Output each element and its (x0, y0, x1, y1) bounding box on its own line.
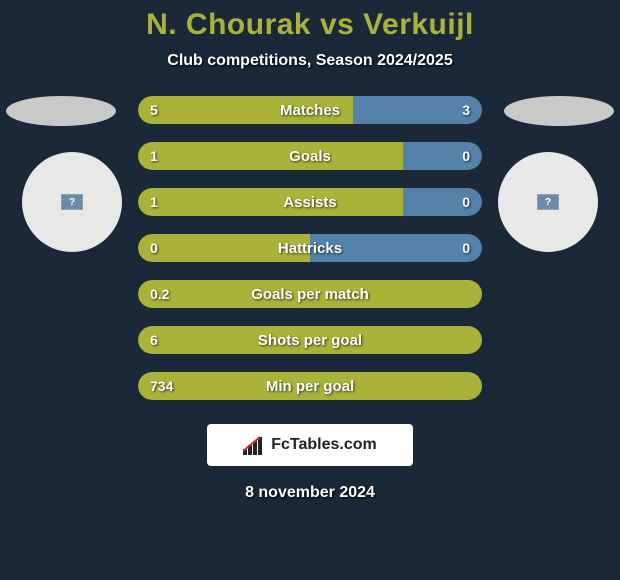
player-left-avatar: ? (22, 152, 122, 252)
comparison-infographic: N. Chourak vs Verkuijl Club competitions… (0, 0, 620, 580)
trend-line-icon (243, 435, 265, 455)
logo-text: FcTables.com (271, 436, 377, 454)
page-title: N. Chourak vs Verkuijl (0, 8, 620, 42)
date-text: 8 november 2024 (0, 484, 620, 502)
stat-row: Hattricks00 (138, 234, 482, 262)
bar-left-segment (138, 188, 403, 216)
image-placeholder-icon: ? (537, 194, 559, 210)
player-left-ellipse (6, 96, 116, 126)
bar-right-segment (353, 96, 482, 124)
player-right-avatar: ? (498, 152, 598, 252)
bar-left-segment (138, 234, 310, 262)
stat-row: Min per goal734 (138, 372, 482, 400)
stat-row: Matches53 (138, 96, 482, 124)
chart-area: ? ? Matches53 Goals10 Assists10 Hattricks00… (0, 96, 620, 400)
stat-row: Assists10 (138, 188, 482, 216)
stat-row: Shots per goal6 (138, 326, 482, 354)
subtitle: Club competitions, Season 2024/2025 (0, 52, 620, 70)
player-right-ellipse (504, 96, 614, 126)
bar-left-segment (138, 326, 482, 354)
bar-right-segment (403, 188, 482, 216)
bar-left-segment (138, 142, 403, 170)
comparison-bars: Matches53 Goals10 Assists10 Hattricks00 Goal… (138, 96, 482, 400)
bar-left-segment (138, 280, 482, 308)
stat-row: Goals per match0.2 (138, 280, 482, 308)
bar-right-segment (310, 234, 482, 262)
image-placeholder-icon: ? (61, 194, 83, 210)
bar-left-segment (138, 96, 353, 124)
fctables-logo: FcTables.com (207, 424, 413, 466)
bar-left-segment (138, 372, 482, 400)
bar-right-segment (403, 142, 482, 170)
stat-row: Goals10 (138, 142, 482, 170)
bar-chart-icon (243, 435, 265, 455)
